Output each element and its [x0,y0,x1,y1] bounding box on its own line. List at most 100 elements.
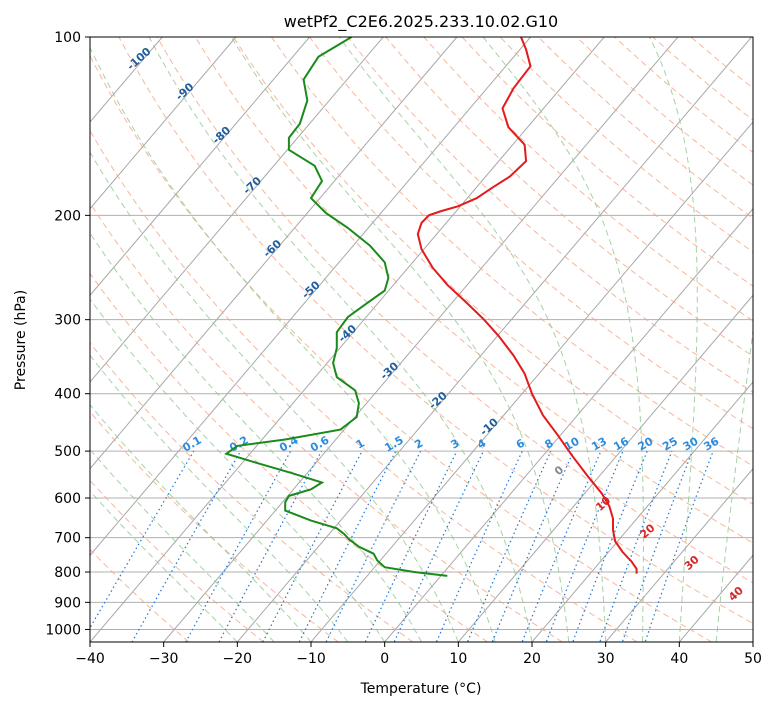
y-tick-label: 200 [54,208,81,224]
isotherm-line [605,467,753,642]
moist-adiabat [338,37,607,642]
y-tick-label: 800 [54,565,81,581]
dry-adiabat [614,37,753,153]
y-axis-label: Pressure (hPa) [13,290,29,390]
x-tick-label: −20 [223,651,253,667]
isotherm-line [90,37,237,210]
x-tick-label: 30 [597,651,615,667]
y-tick-label: 1000 [45,622,81,638]
mixing-ratio-line [644,450,714,642]
y-tick-label: 600 [54,491,81,507]
mixing-ratio-line [90,450,195,630]
dry-adiabat [690,37,753,89]
moist-adiabat [148,37,533,642]
dry-adiabat [309,37,753,430]
chart-title: wetPf2_C2E6.2025.233.10.02.G10 [284,12,558,32]
dry-adiabat [156,37,753,584]
dewpoint-profile-line [224,37,448,577]
x-tick-label: −30 [149,651,179,667]
moist-adiabat [90,46,496,642]
dry-adiabat [90,54,712,642]
dry-adiabat [461,37,753,287]
dry-adiabat [118,37,753,624]
y-tick-label: 300 [54,313,81,329]
mixing-ratio-line [545,450,624,642]
x-tick-label: 40 [670,651,688,667]
mixing-ratio-label: 4 [475,436,488,451]
x-tick-label: −40 [75,651,105,667]
isotherm-label: -70 [241,174,265,197]
plot-frame [89,36,754,643]
mixing-ratio-line [218,450,323,642]
moist-adiabat [649,37,698,642]
dry-adiabat [194,37,753,544]
isotherm-line [236,37,752,642]
dry-adiabat [90,272,488,642]
dry-adiabat [90,479,264,642]
y-tick-label: 900 [54,595,81,611]
isotherm-line [90,37,310,297]
x-axis-label: Temperature (°C) [360,681,482,697]
mixing-ratio-line [393,450,484,642]
red-scale-label: 40 [726,584,746,604]
mixing-ratio-label: 2 [412,437,425,452]
y-tick-label: 700 [54,531,81,547]
isotherm-line [752,641,753,642]
x-tick-label: 0 [380,651,389,667]
dry-adiabat [232,37,753,505]
dry-adiabat [90,129,638,642]
mixing-ratio-label: 3 [448,437,461,452]
moist-adiabat [90,490,238,642]
dry-adiabat [499,37,753,253]
dry-adiabat [385,37,753,357]
moist-adiabat [90,298,386,642]
isotherm-line [90,37,531,557]
moist-adiabat [90,403,312,642]
isotherm-label: -50 [299,278,323,301]
dry-adiabat [423,37,753,322]
isotherm-label: -40 [336,322,360,345]
dry-adiabat [347,37,753,393]
temperature-profile-line [416,37,638,574]
dry-adiabat [90,202,563,642]
moist-adiabat [715,326,753,642]
mixing-ratio-line [521,450,602,642]
x-tick-label: 10 [449,651,467,667]
isotherm-label: -20 [426,389,450,412]
y-tick-label: 100 [54,30,81,46]
moist-adiabat [90,151,459,642]
y-tick-label: 500 [54,444,81,460]
y-tick-label: 400 [54,387,81,403]
mixing-ratio-line [621,450,693,642]
moist-adiabat [90,354,349,642]
isotherm-label: -60 [261,237,285,260]
moist-adiabat [90,232,422,642]
dry-adiabat [270,37,753,467]
mixing-ratio-line [572,450,648,642]
isotherm-line [310,121,753,642]
isotherm-label: -80 [210,124,234,147]
dry-adiabat [90,342,414,642]
red-scale-label: 30 [682,553,702,573]
dry-adiabat [537,37,753,219]
x-tick-label: 50 [744,651,762,667]
x-tick-label: 20 [523,651,541,667]
isotherm-line [384,207,753,642]
mixing-ratio-line [185,450,292,642]
red-scale-label: 20 [637,521,657,541]
isotherm-label: -100 [124,45,153,73]
isotherm-line [457,294,753,642]
isotherm-line [163,37,679,642]
isotherm-line [90,37,384,383]
moist-adiabat [482,37,644,642]
isotherm-label: -90 [173,80,197,103]
dry-adiabat [652,37,753,121]
isotherm-label: -10 [477,415,501,438]
mixing-ratio-line [262,450,363,642]
isotherm-line [531,381,753,642]
dry-adiabat [90,548,190,642]
mixing-ratio-line [131,450,242,642]
x-tick-label: −10 [296,651,326,667]
moist-adiabat [230,37,570,642]
